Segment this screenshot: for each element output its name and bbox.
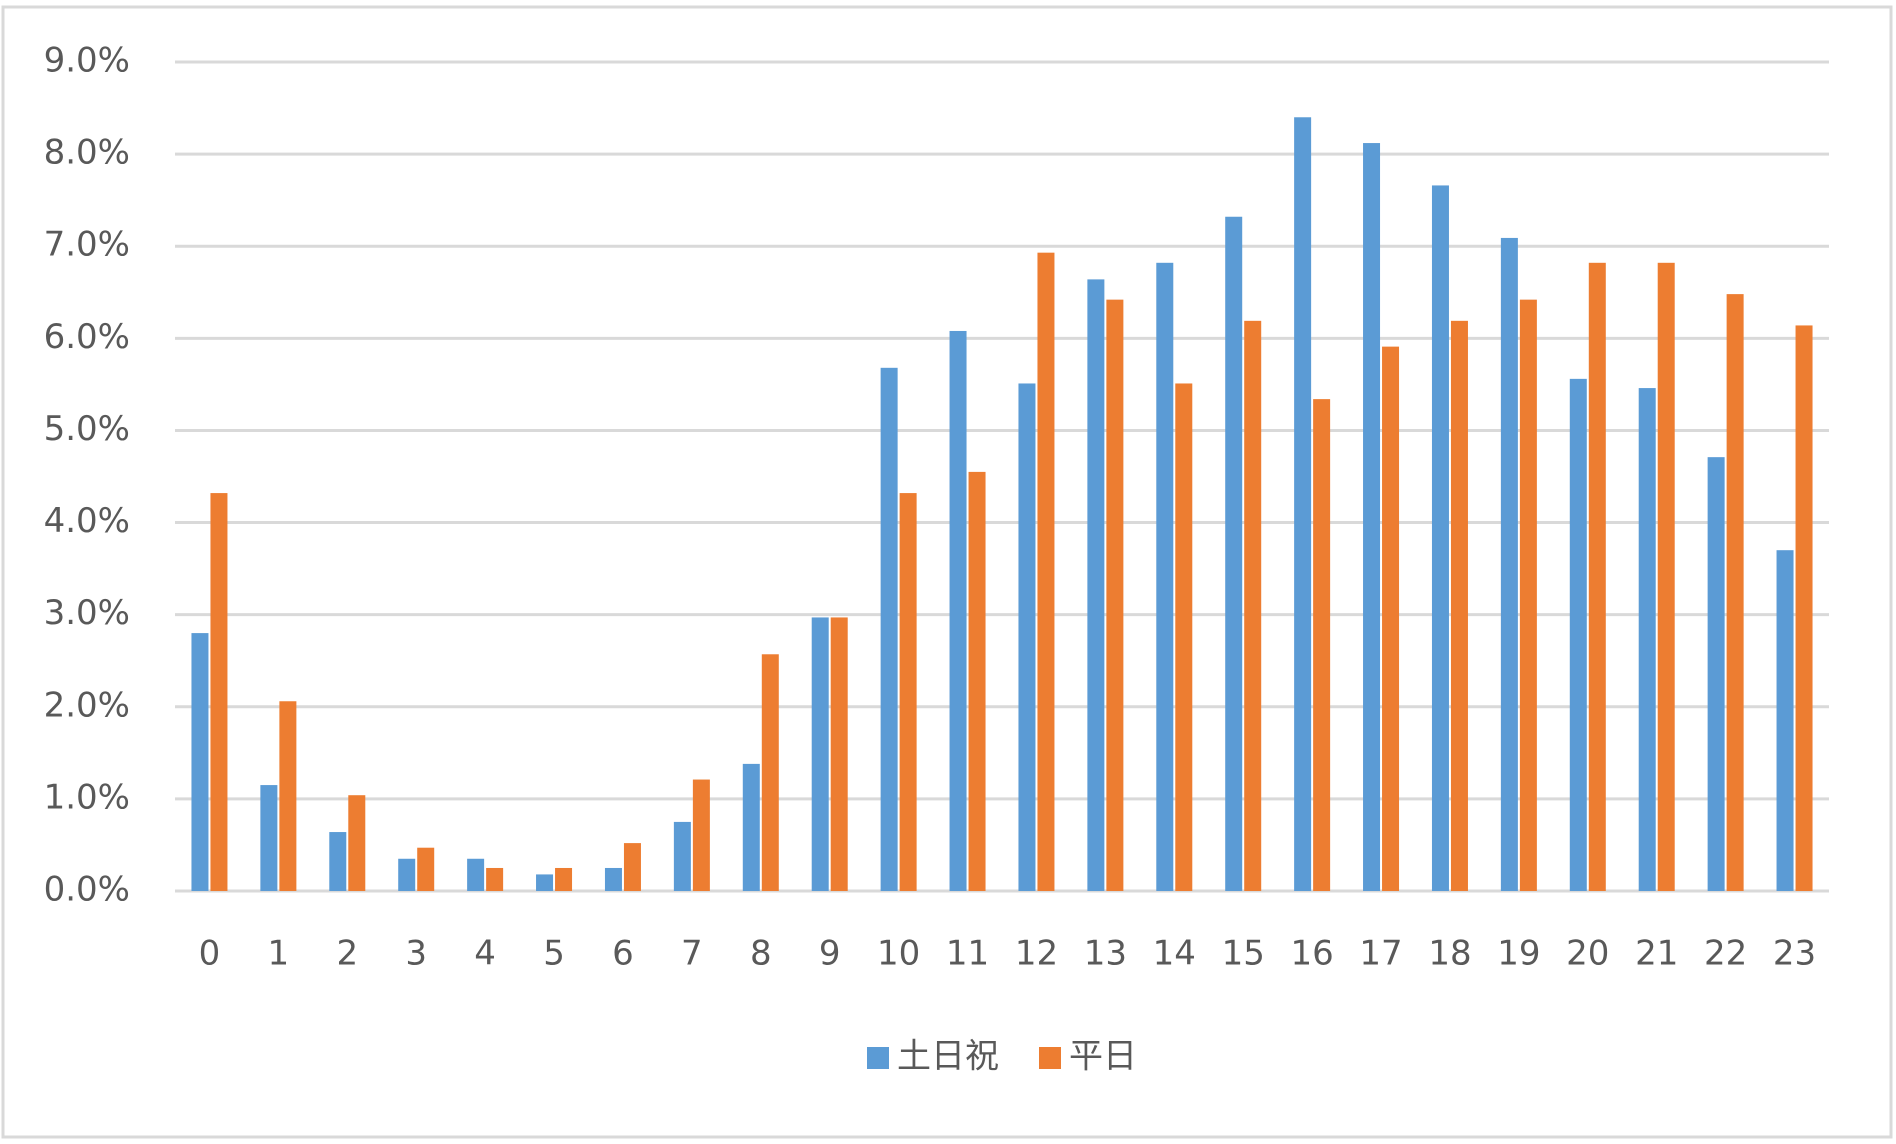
bar	[1638, 388, 1656, 891]
bar	[1657, 262, 1675, 891]
bar	[623, 843, 641, 891]
bar	[1519, 299, 1537, 891]
y-tick-label: 0.0%	[44, 870, 130, 910]
x-tick-label: 2	[336, 934, 358, 974]
x-tick-label: 3	[405, 934, 427, 974]
x-tick-label: 4	[474, 934, 496, 974]
x-tick-label: 5	[543, 934, 565, 974]
bar	[1313, 399, 1331, 891]
x-tick-label: 21	[1635, 934, 1678, 974]
bar	[830, 617, 848, 891]
bar	[1175, 383, 1193, 891]
bar	[417, 847, 435, 891]
y-tick-label: 7.0%	[44, 225, 130, 265]
legend-swatch	[867, 1047, 889, 1069]
bar	[1225, 216, 1243, 891]
y-tick-label: 4.0%	[44, 501, 130, 541]
legend-label: 平日	[1069, 1037, 1137, 1077]
y-tick-label: 9.0%	[44, 41, 130, 81]
bar	[536, 874, 554, 891]
bar	[348, 795, 366, 891]
x-tick-label: 23	[1773, 934, 1816, 974]
bar	[899, 493, 917, 891]
bar	[742, 763, 760, 891]
x-tick-label: 20	[1566, 934, 1609, 974]
bar	[604, 867, 622, 891]
bar	[279, 701, 297, 891]
bar	[949, 330, 967, 891]
y-tick-label: 2.0%	[44, 685, 130, 725]
bar	[1244, 320, 1262, 891]
x-tick-label: 12	[1015, 934, 1058, 974]
bar	[761, 654, 779, 891]
bar	[1156, 262, 1174, 891]
bar	[1500, 237, 1518, 891]
y-tick-label: 5.0%	[44, 409, 130, 449]
x-tick-label: 6	[612, 934, 634, 974]
y-tick-label: 6.0%	[44, 317, 130, 357]
bar	[486, 867, 504, 891]
x-tick-label: 18	[1428, 934, 1471, 974]
y-tick-label: 8.0%	[44, 133, 130, 173]
bar	[673, 821, 691, 891]
bar	[1795, 325, 1813, 892]
bar	[191, 633, 209, 891]
x-tick-label: 8	[750, 934, 772, 974]
bar	[1450, 320, 1468, 891]
bar	[1106, 299, 1124, 891]
bar	[880, 367, 898, 891]
legend-label: 土日祝	[897, 1037, 999, 1077]
bar	[692, 779, 710, 891]
bar	[1294, 117, 1312, 892]
bar	[329, 832, 347, 891]
x-tick-label: 9	[819, 934, 841, 974]
bar	[210, 493, 228, 891]
bar	[1018, 383, 1036, 891]
x-tick-label: 15	[1222, 934, 1265, 974]
y-tick-label: 1.0%	[44, 777, 130, 817]
bar	[1726, 294, 1744, 891]
x-tick-label: 11	[946, 934, 989, 974]
bar	[1087, 279, 1105, 892]
x-tick-label: 0	[199, 934, 221, 974]
bar	[1707, 457, 1725, 891]
bar	[1569, 378, 1587, 892]
x-tick-label: 17	[1359, 934, 1402, 974]
bar	[1382, 346, 1400, 892]
x-tick-label: 10	[877, 934, 920, 974]
x-tick-label: 13	[1084, 934, 1127, 974]
y-tick-label: 3.0%	[44, 593, 130, 633]
bar	[398, 858, 416, 891]
bar	[1776, 550, 1794, 891]
x-tick-label: 14	[1153, 934, 1196, 974]
bar	[467, 858, 485, 891]
bar	[1363, 143, 1381, 891]
bar	[968, 471, 986, 891]
x-tick-label: 19	[1497, 934, 1540, 974]
x-tick-label: 7	[681, 934, 703, 974]
x-tick-label: 1	[268, 934, 290, 974]
bar	[260, 785, 278, 891]
legend-swatch	[1039, 1047, 1061, 1069]
bar	[1431, 185, 1449, 891]
bar	[811, 617, 829, 891]
x-tick-label: 22	[1704, 934, 1747, 974]
bar	[1037, 252, 1055, 892]
bar	[555, 867, 573, 891]
x-tick-label: 16	[1290, 934, 1333, 974]
bar	[1588, 262, 1606, 891]
